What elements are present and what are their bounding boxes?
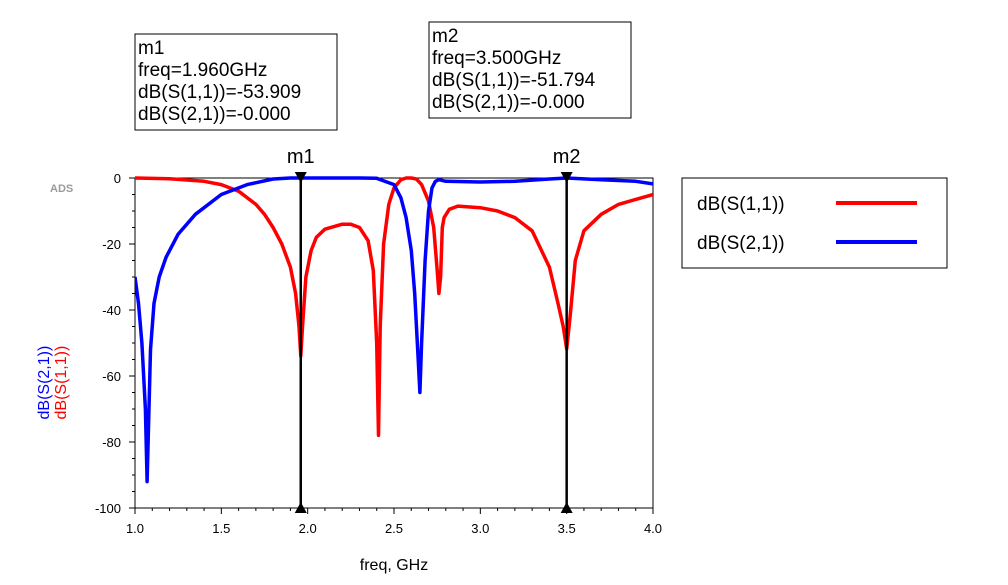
plot-frame <box>134 177 654 509</box>
y-tick-label: -20 <box>102 237 121 252</box>
marker-box-line: m1 <box>138 38 164 59</box>
marker-name-m2: m2 <box>553 146 581 168</box>
y-tick-label: 0 <box>114 171 121 186</box>
legend-label: dB(S(1,1)) <box>697 194 785 215</box>
marker-box-line: m2 <box>432 26 458 47</box>
y-axis-label-s21: dB(S(2,1)) <box>36 346 53 420</box>
x-tick-label: 3.5 <box>558 521 576 536</box>
legend-label: dB(S(2,1)) <box>697 233 785 254</box>
x-tick-label: 3.0 <box>471 521 489 536</box>
marker-box-line: freq=1.960GHz <box>138 60 267 81</box>
legend-box <box>681 177 948 269</box>
x-tick-label: 2.0 <box>299 521 317 536</box>
marker-box-line: dB(S(1,1))=-51.794 <box>432 70 596 91</box>
x-tick-label: 4.0 <box>644 521 662 536</box>
marker-box-line: dB(S(2,1))=-0.000 <box>138 104 291 125</box>
marker-name-m1: m1 <box>287 146 315 168</box>
y-axis-label-s11: dB(S(1,1)) <box>53 346 70 420</box>
marker-bottom-triangle-m2 <box>560 502 573 513</box>
x-tick-label: 1.0 <box>126 521 144 536</box>
marker-bottom-triangle-m1 <box>294 502 307 513</box>
marker-box-line: dB(S(1,1))=-53.909 <box>138 82 301 103</box>
y-tick-label: -100 <box>95 501 121 516</box>
marker-box-m1 <box>134 33 338 131</box>
x-tick-label: 1.5 <box>212 521 230 536</box>
y-tick-label: -80 <box>102 435 121 450</box>
x-axis-label: freq, GHz <box>360 557 428 574</box>
series-line-s11 <box>135 176 653 438</box>
x-tick-label: 2.5 <box>385 521 403 536</box>
marker-box-line: dB(S(2,1))=-0.000 <box>432 92 585 113</box>
marker-box-m2 <box>428 21 632 119</box>
watermark-label: ADS <box>50 183 73 195</box>
series-line-s21 <box>135 176 653 484</box>
marker-top-triangle-m1 <box>294 172 307 183</box>
marker-box-line: freq=3.500GHz <box>432 48 561 69</box>
y-tick-label: -60 <box>102 369 121 384</box>
y-tick-label: -40 <box>102 303 121 318</box>
marker-top-triangle-m2 <box>560 172 573 183</box>
